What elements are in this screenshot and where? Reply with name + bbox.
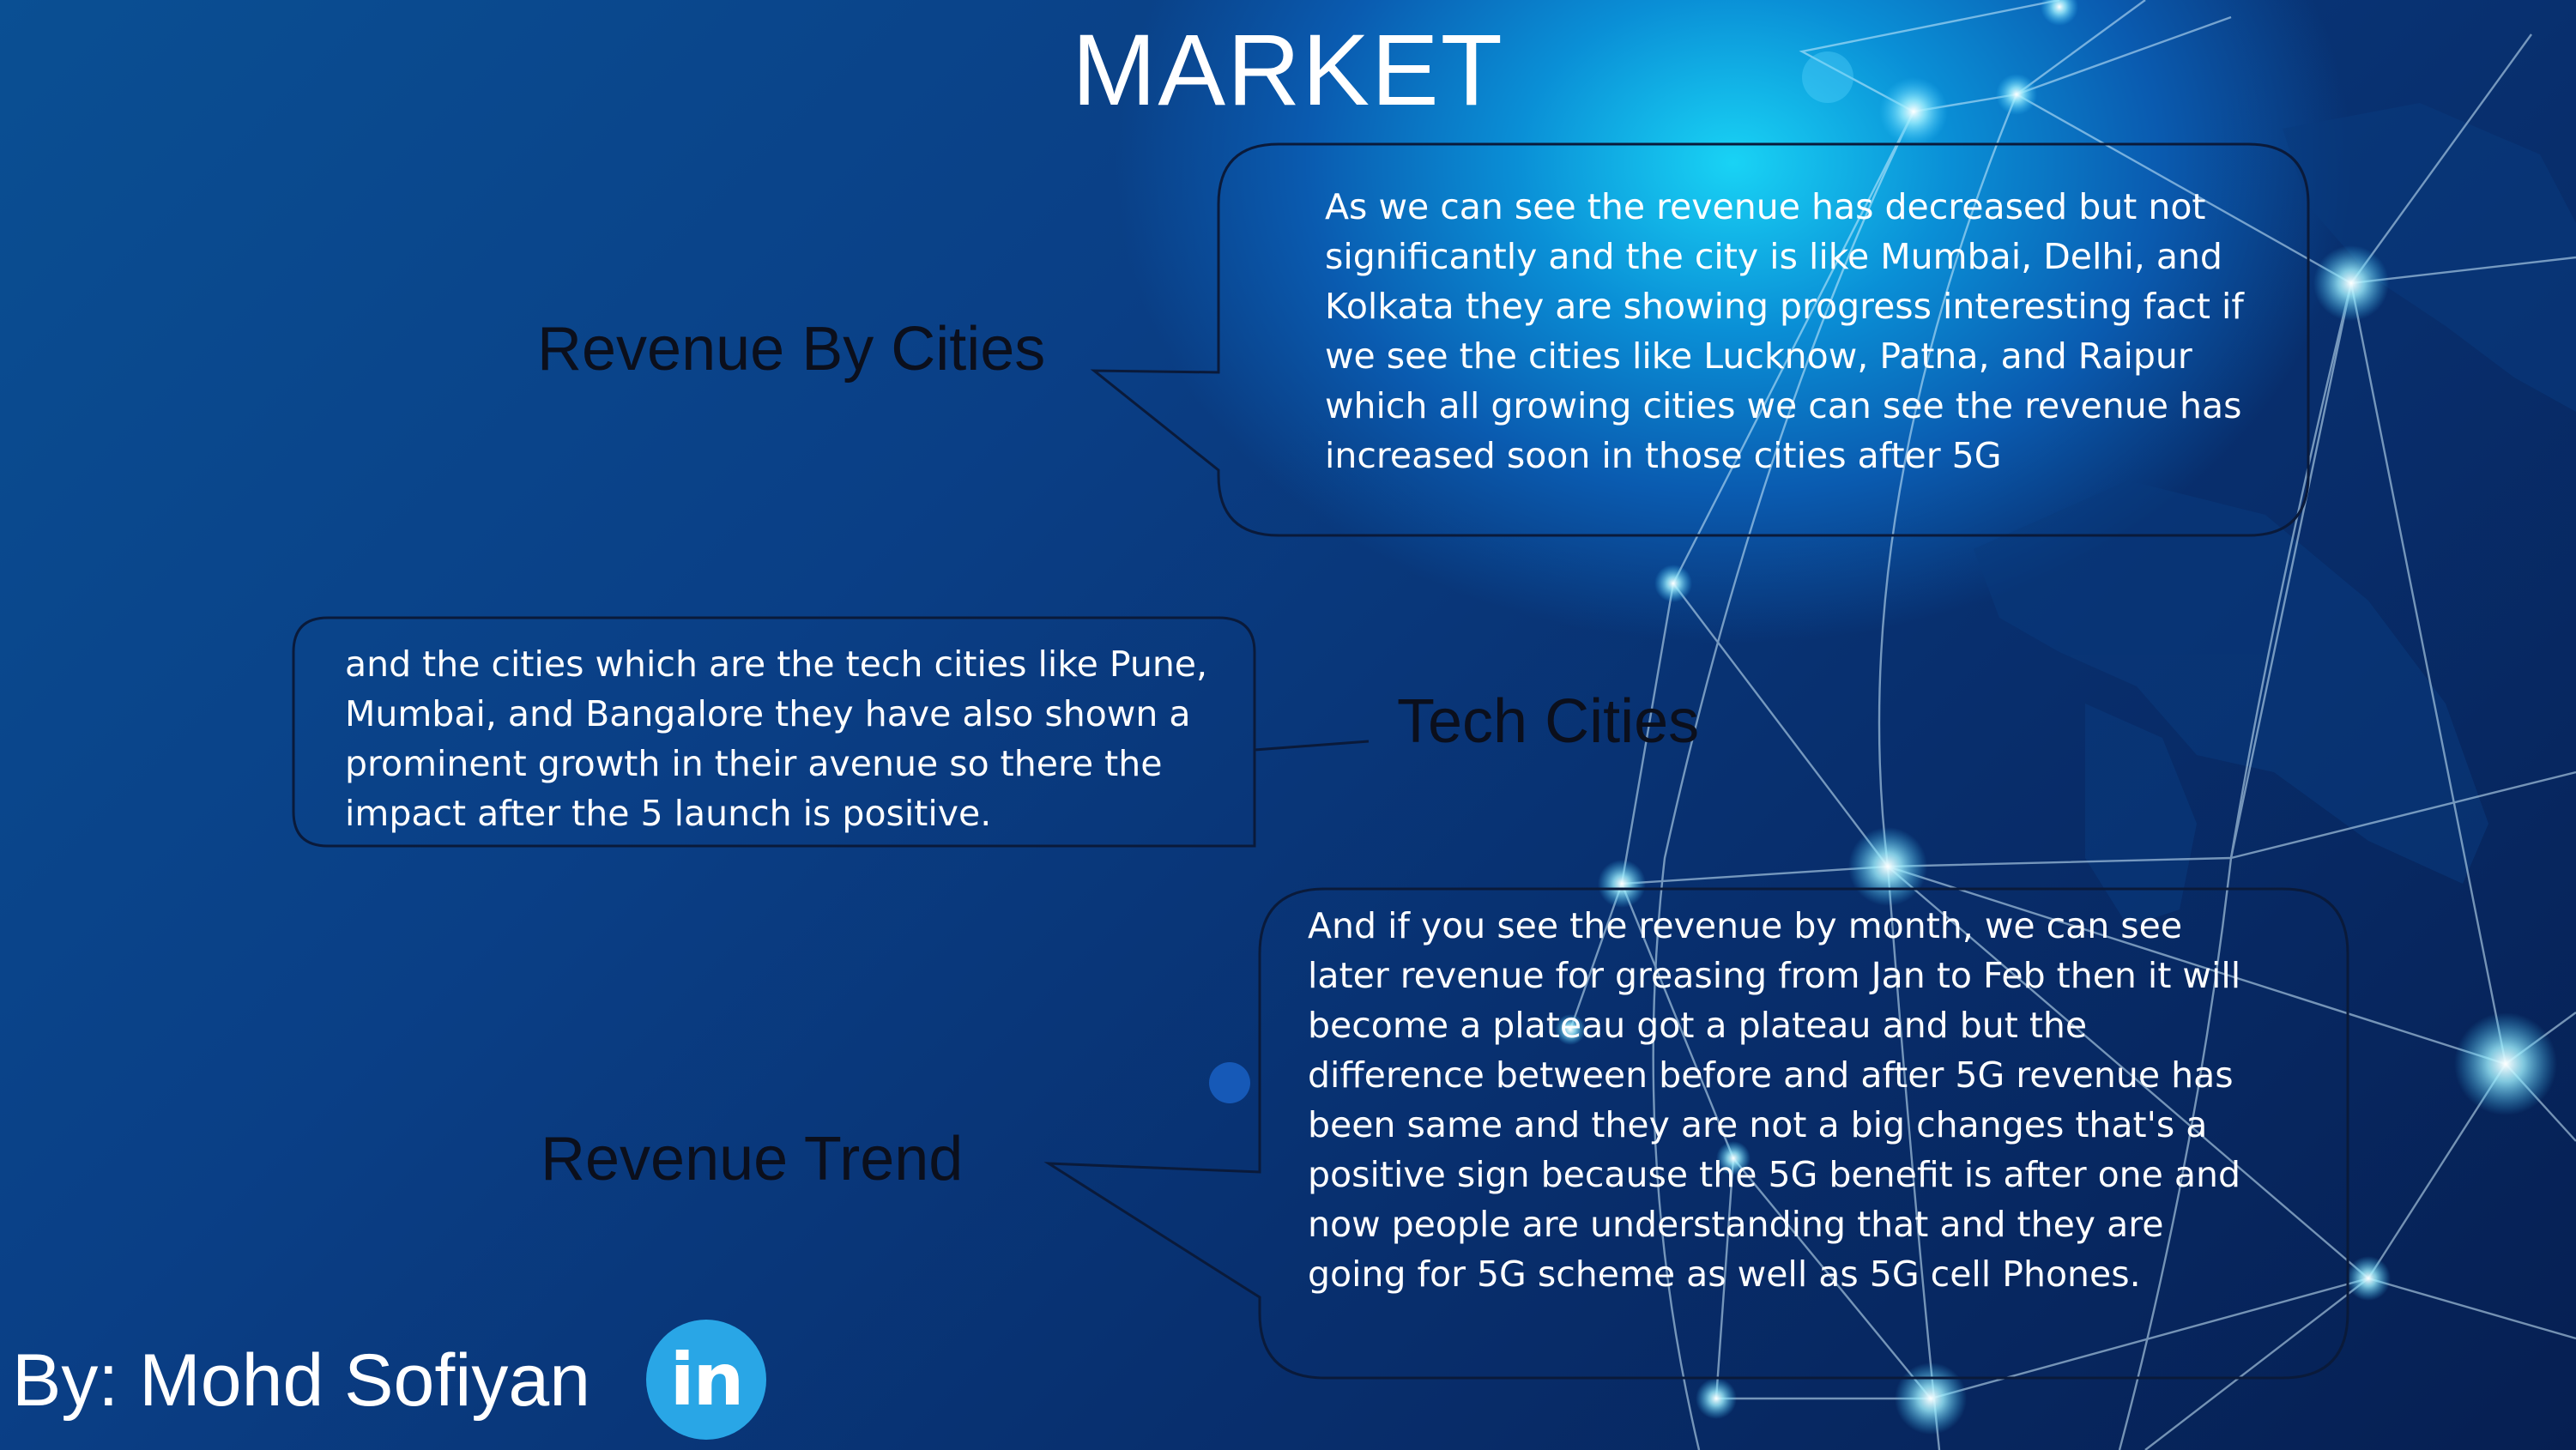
label-revenue-trend: Revenue Trend [541,1125,964,1193]
callout-text-tech-cities: and the cities which are the tech cities… [345,643,1208,834]
callout-text-revenue-by-cities: As we can see the revenue has decreased … [1325,186,2244,476]
linkedin-icon[interactable]: in [646,1320,766,1440]
callout-tech-cities [292,616,1370,848]
label-revenue-by-cities: Revenue By Cities [537,315,1046,384]
slide-title: MARKET [1072,14,1504,127]
linkedin-label: in [669,1338,745,1422]
author-credit: By: Mohd Sofiyan [12,1339,591,1422]
callout-revenue-by-cities [1090,142,2310,537]
callout-text-revenue-trend: And if you see the revenue by month, we … [1308,905,2241,1295]
callout-revenue-trend [1043,887,2349,1380]
label-tech-cities: Tech Cities [1397,687,1700,756]
